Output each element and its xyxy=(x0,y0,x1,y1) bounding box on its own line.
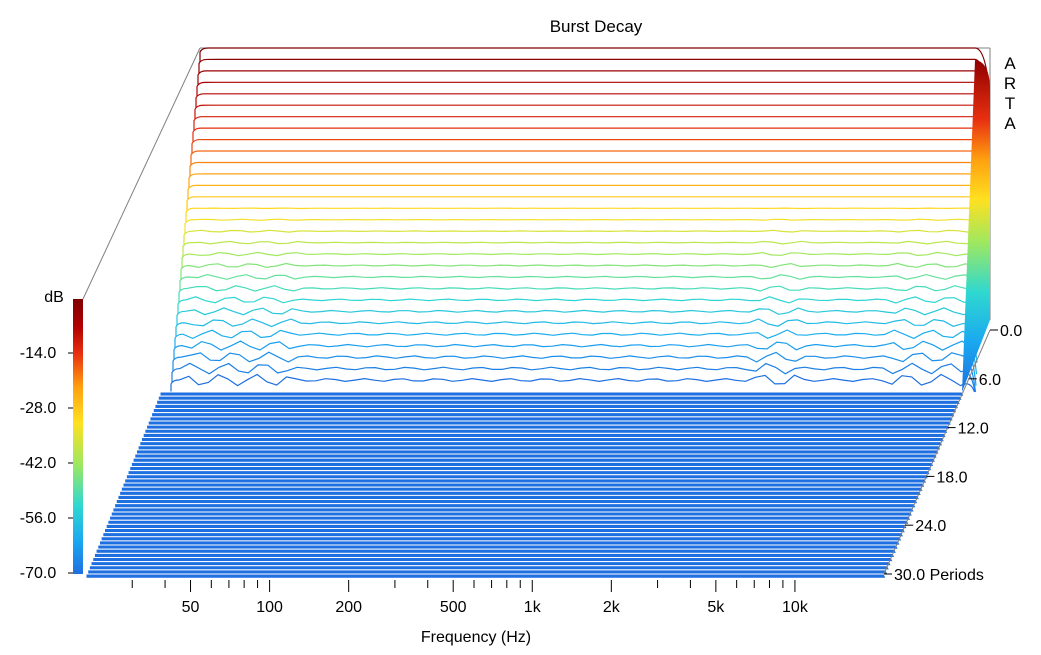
front-slice xyxy=(156,399,962,405)
brand-letter: R xyxy=(1004,74,1016,93)
front-slice xyxy=(102,532,905,538)
front-slice xyxy=(115,499,919,505)
front-slice xyxy=(88,565,891,571)
front-slice xyxy=(159,391,965,397)
front-slice xyxy=(141,437,946,443)
front-slice xyxy=(95,548,898,554)
front-slice xyxy=(97,544,900,550)
periods-tick: 0.0 xyxy=(1000,323,1022,340)
periods-axis-line xyxy=(883,329,991,575)
front-slice xyxy=(120,486,925,492)
front-slice xyxy=(125,474,930,480)
front-slice xyxy=(146,424,951,430)
front-slice xyxy=(127,470,932,476)
front-slice xyxy=(129,465,933,472)
front-slice xyxy=(132,457,937,463)
front-slice xyxy=(93,552,896,559)
front-slice xyxy=(134,453,939,459)
frequency-axis: 50 100 200 500 1k 2k 5k 10k Frequency (Hz) xyxy=(131,580,809,646)
front-slice xyxy=(107,519,910,525)
front-slice xyxy=(117,494,921,501)
front-slice xyxy=(114,503,917,509)
front-slice xyxy=(87,569,889,575)
front-slice xyxy=(139,441,944,447)
periods-tick: 6.0 xyxy=(979,372,1001,389)
x-tick-label: 5k xyxy=(707,599,725,616)
front-slice xyxy=(137,445,942,451)
front-slice xyxy=(85,573,887,579)
front-slice xyxy=(135,449,940,455)
periods-tick: 12.0 xyxy=(958,421,989,438)
periods-tick: 24.0 xyxy=(915,518,946,535)
color-scale-tick: -56.0 xyxy=(20,510,57,527)
x-tick-label: 50 xyxy=(182,599,200,616)
brand-letter: A xyxy=(1004,114,1016,133)
front-slice xyxy=(105,523,909,530)
frame-left-edge xyxy=(82,47,201,300)
front-slice xyxy=(110,511,914,517)
front-slice xyxy=(100,536,903,542)
front-slice xyxy=(152,408,958,414)
back-slices xyxy=(170,47,990,393)
front-slice xyxy=(124,478,928,484)
front-slice xyxy=(151,412,956,418)
front-slice xyxy=(104,528,907,534)
color-scale-tick: -70.0 xyxy=(20,565,57,582)
front-slice xyxy=(157,395,964,401)
front-slice xyxy=(149,416,955,422)
color-scale-tick: -28.0 xyxy=(20,400,57,417)
x-tick-label: 200 xyxy=(335,599,362,616)
front-slice xyxy=(147,420,953,426)
front-slice xyxy=(122,482,926,488)
front-slice xyxy=(144,428,949,434)
front-slice xyxy=(98,540,901,546)
front-slice xyxy=(92,556,894,563)
x-tick-label: 2k xyxy=(603,599,621,616)
x-tick-label: 1k xyxy=(524,599,542,616)
periods-tick: 30.0 Periods xyxy=(894,567,984,584)
color-scale-tick: -14.0 xyxy=(20,345,57,362)
brand-letter: T xyxy=(1005,94,1015,113)
back-slice xyxy=(170,373,976,393)
x-axis-label: Frequency (Hz) xyxy=(421,629,531,646)
front-slice xyxy=(154,403,960,410)
x-tick-label: 10k xyxy=(782,599,809,616)
color-scale-bar xyxy=(73,299,83,574)
front-slice xyxy=(130,461,935,468)
chart-title: Burst Decay xyxy=(550,17,643,36)
color-scale-tick: -42.0 xyxy=(20,455,57,472)
front-slice xyxy=(119,490,923,496)
front-slice xyxy=(109,515,912,521)
right-side-wall xyxy=(962,60,990,392)
brand-letter: A xyxy=(1004,54,1016,73)
periods-tick: 18.0 xyxy=(936,469,967,486)
x-tick-label: 500 xyxy=(440,599,467,616)
periods-axis: 0.0 6.0 12.0 18.0 24.0 30.0 Periods xyxy=(883,323,1022,584)
front-slice xyxy=(112,507,916,513)
x-tick-label: 100 xyxy=(256,599,283,616)
color-scale-label: dB xyxy=(44,289,64,306)
front-slices xyxy=(85,391,965,579)
front-slice xyxy=(90,561,893,567)
front-slice xyxy=(142,432,948,439)
color-scale: dB -14.0 -28.0 -42.0 -56.0 -70.0 xyxy=(20,289,83,582)
